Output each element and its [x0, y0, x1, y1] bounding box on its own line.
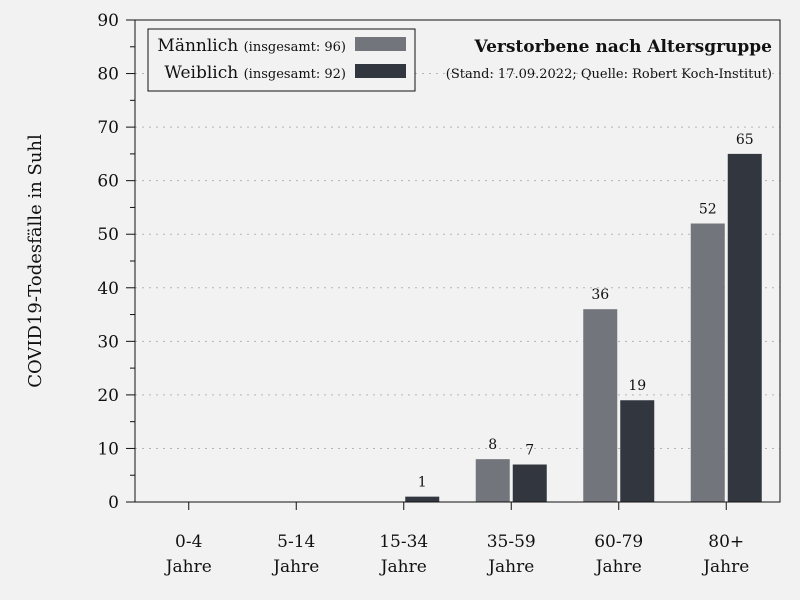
data-label: 36	[591, 287, 609, 303]
data-label: 1	[418, 475, 427, 491]
x-tick-label: Jahre	[701, 557, 749, 577]
legend-series-note: (insgesamt: 92)	[244, 67, 346, 82]
bar-männlich	[475, 459, 510, 502]
y-axis: 0 10 20 30 40 50 60 70 80 90	[97, 11, 135, 513]
x-tick-label: Jahre	[486, 557, 534, 577]
x-tick-label: 15-34	[379, 532, 428, 552]
legend-label: Männlich (insgesamt: 96)	[157, 36, 346, 56]
x-tick-label: 35-59	[487, 532, 536, 552]
y-tick-label: 0	[108, 493, 119, 513]
gridlines	[135, 73, 780, 449]
x-tick-label: Jahre	[164, 557, 212, 577]
x-tick-label: Jahre	[271, 557, 319, 577]
y-tick-label: 60	[97, 172, 119, 192]
legend-label: Weiblich (insgesamt: 92)	[164, 63, 346, 83]
legend: Männlich (insgesamt: 96)Weiblich (insges…	[147, 28, 416, 92]
bar-weiblich	[405, 496, 440, 502]
y-tick-label: 10	[97, 439, 119, 459]
bars: 1 8 7 36 19 52 65	[405, 132, 762, 502]
y-axis-label: COVID19-Todesfälle in Suhl	[25, 134, 46, 388]
y-tick-label: 80	[97, 65, 119, 85]
x-axis: 0-4 Jahre 5-14 Jahre 15-34 Jahre 35-59 Jahre 60-…	[164, 502, 749, 577]
data-label: 8	[488, 437, 497, 453]
legend-series-name: Weiblich	[164, 63, 243, 83]
data-label: 52	[699, 202, 717, 218]
x-tick-label: 0-4	[175, 532, 202, 552]
bar-weiblich	[727, 153, 762, 502]
y-tick-label: 30	[97, 332, 119, 352]
y-tick-label: 50	[97, 225, 119, 245]
y-tick-label: 40	[97, 279, 119, 299]
x-tick-label: 5-14	[277, 532, 315, 552]
bar-weiblich	[512, 464, 547, 502]
data-label: 7	[525, 443, 534, 459]
x-tick-label: Jahre	[594, 557, 642, 577]
x-tick-label: 60-79	[594, 532, 643, 552]
x-tick-label: 80+	[708, 532, 744, 552]
plot-frame	[134, 19, 781, 503]
chart-title: Verstorbene nach Altersgruppe	[473, 37, 772, 57]
data-label: 65	[736, 132, 754, 148]
y-tick-label: 20	[97, 386, 119, 406]
data-label: 19	[628, 378, 646, 394]
y-tick-label: 90	[97, 11, 119, 31]
legend-swatch	[355, 64, 406, 78]
chart-subtitle: (Stand: 17.09.2022; Quelle: Robert Koch-…	[446, 67, 772, 82]
x-tick-label: Jahre	[379, 557, 427, 577]
legend-series-note: (insgesamt: 96)	[244, 40, 346, 55]
legend-series-name: Männlich	[157, 36, 243, 56]
bar-weiblich	[620, 400, 655, 502]
bar-männlich	[583, 309, 618, 502]
legend-swatch	[355, 37, 406, 51]
bar-männlich	[690, 223, 725, 502]
y-tick-label: 70	[97, 118, 119, 138]
